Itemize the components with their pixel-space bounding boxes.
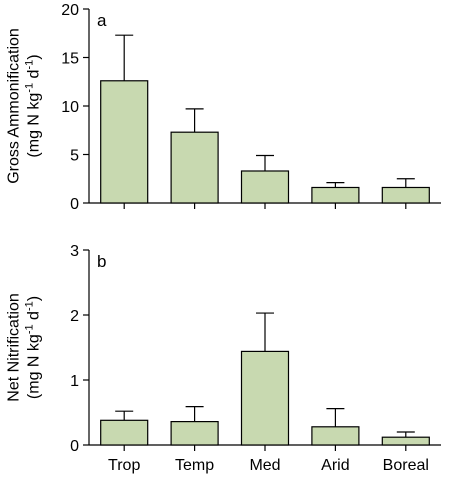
y-tick-label: 2: [70, 308, 79, 325]
bar-temp: [170, 131, 219, 204]
y-axis-title-line2-part: (mg N kg: [25, 334, 42, 399]
bar-temp: [170, 421, 219, 446]
y-axis-title-line1: Gross Ammonification: [5, 28, 22, 184]
y-axis-title-line2-part: d: [25, 70, 42, 83]
y-axis-title-superscript: -1: [23, 301, 35, 311]
bar-boreal: [381, 186, 430, 204]
y-axis-title-superscript: -1: [23, 324, 35, 334]
bar-trop: [100, 80, 149, 204]
y-tick-label: 1: [70, 373, 79, 390]
y-axis-title-line2-part: d: [25, 311, 42, 324]
x-tick-label-arid: Arid: [321, 457, 349, 474]
bar-med: [240, 170, 290, 204]
y-tick-label: 10: [61, 99, 79, 116]
panel-a-y-axis-title: Gross Ammonification (mg N kg-1 d-1): [5, 28, 42, 184]
y-tick-label: 20: [61, 2, 79, 19]
bar-trop: [100, 419, 149, 446]
x-tick-label-trop: Trop: [108, 457, 140, 474]
bar-arid: [311, 186, 360, 204]
panel-b-y-axis-title: Net Nitrification (mg N kg-1 d-1): [5, 293, 42, 401]
panel-b: 0 1 2 3 Trop Temp Med Arid Boreal b Net Nitrificat…: [5, 243, 441, 474]
panel-a: 0 5 10 15 20 a Gross Ammonification (mg N kg-1 …: [5, 2, 441, 213]
y-axis-title-superscript: -1: [23, 83, 35, 93]
x-tick-label-med: Med: [249, 457, 280, 474]
y-axis-title-line2-part: ): [25, 54, 42, 59]
y-axis-title-line2-part: (mg N kg: [25, 93, 42, 158]
y-tick-label: 0: [70, 196, 79, 213]
x-tick-label-temp: Temp: [175, 457, 214, 474]
y-tick-label: 5: [70, 148, 79, 165]
y-axis-title-superscript: -1: [23, 60, 35, 70]
x-tick-label-boreal: Boreal: [383, 457, 429, 474]
y-axis-title-line2-part: ): [25, 296, 42, 301]
bar-boreal: [381, 436, 430, 446]
panel-letter-b: b: [97, 252, 106, 271]
y-axis-title-line1: Net Nitrification: [5, 293, 22, 401]
bar-med: [240, 350, 290, 446]
y-tick-label: 0: [70, 438, 79, 455]
y-tick-label: 15: [61, 51, 79, 68]
panel-letter-a: a: [97, 11, 107, 30]
y-tick-label: 3: [70, 243, 79, 260]
bar-arid: [311, 426, 360, 446]
